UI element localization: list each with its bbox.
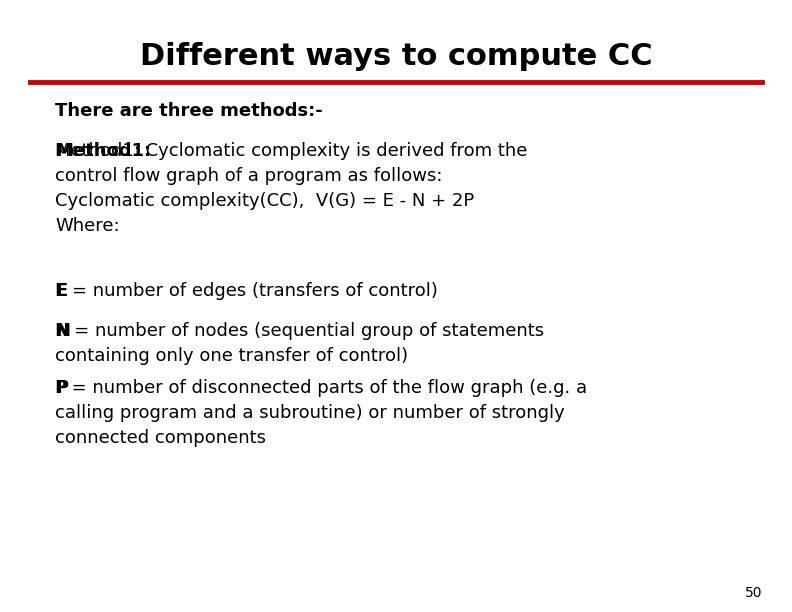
Text: P = number of disconnected parts of the flow graph (e.g. a
calling program and a: P = number of disconnected parts of the … [55, 379, 587, 447]
Text: Different ways to compute CC: Different ways to compute CC [139, 42, 653, 71]
Text: 50: 50 [744, 586, 762, 600]
Text: There are three methods:-: There are three methods:- [55, 102, 323, 120]
Text: N: N [55, 321, 70, 340]
Text: E: E [55, 282, 67, 300]
Text: N = number of nodes (sequential group of statements
containing only one transfer: N = number of nodes (sequential group of… [55, 321, 544, 365]
Text: Method1:: Method1: [55, 142, 151, 160]
Text: Method1: Cyclomatic complexity is derived from the
control flow graph of a progr: Method1: Cyclomatic complexity is derive… [55, 142, 527, 235]
Text: E = number of edges (transfers of control): E = number of edges (transfers of contro… [55, 282, 438, 300]
Text: P: P [55, 379, 68, 397]
